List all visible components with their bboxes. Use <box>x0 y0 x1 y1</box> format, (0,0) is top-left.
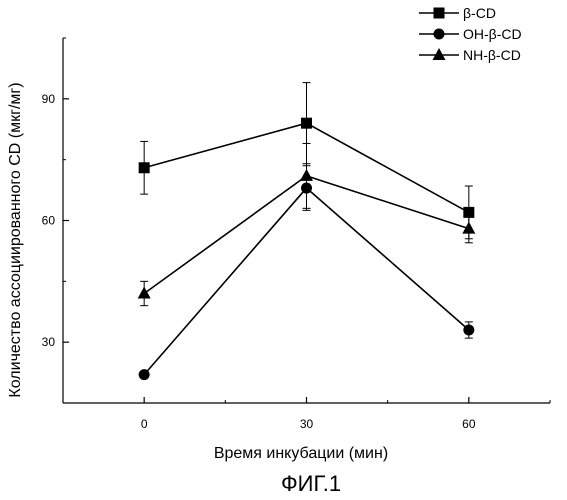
legend-marker-circle <box>434 29 445 40</box>
legend-label: β-CD <box>463 5 496 21</box>
legend-marker-triangle <box>433 48 446 60</box>
y-tick-label: 30 <box>42 335 56 349</box>
legend-item-2: NH-β-CD <box>419 47 521 63</box>
series-line <box>144 188 469 375</box>
x-axis-title: Время инкубации (мин) <box>214 445 388 462</box>
data-point-triangle <box>138 287 151 299</box>
legend-marker-square <box>434 8 445 19</box>
y-tick-label: 60 <box>42 214 56 228</box>
data-point-square <box>301 118 312 129</box>
chart-series <box>138 83 476 381</box>
y-tick-label: 90 <box>42 92 56 106</box>
legend-item-1: OH-β-CD <box>419 26 522 42</box>
figure-caption: ФИГ.1 <box>281 471 341 496</box>
x-tick-label: 60 <box>462 417 476 431</box>
series-2 <box>138 143 476 305</box>
y-axis-title: Количество ассоциированного CD (мкг/мг) <box>7 82 24 397</box>
data-point-circle <box>139 369 150 380</box>
legend-label: NH-β-CD <box>463 47 521 63</box>
chart-legend: β-CD OH-β-CD NH-β-CD <box>419 5 522 63</box>
data-point-triangle <box>300 169 313 181</box>
chart-axes: 30 60 90 0 30 60 <box>42 38 550 431</box>
legend-label: OH-β-CD <box>463 26 522 42</box>
data-point-circle <box>463 325 474 336</box>
x-tick-label: 30 <box>300 417 314 431</box>
x-tick-label: 0 <box>141 417 148 431</box>
legend-item-0: β-CD <box>419 5 496 21</box>
data-point-square <box>139 162 150 173</box>
